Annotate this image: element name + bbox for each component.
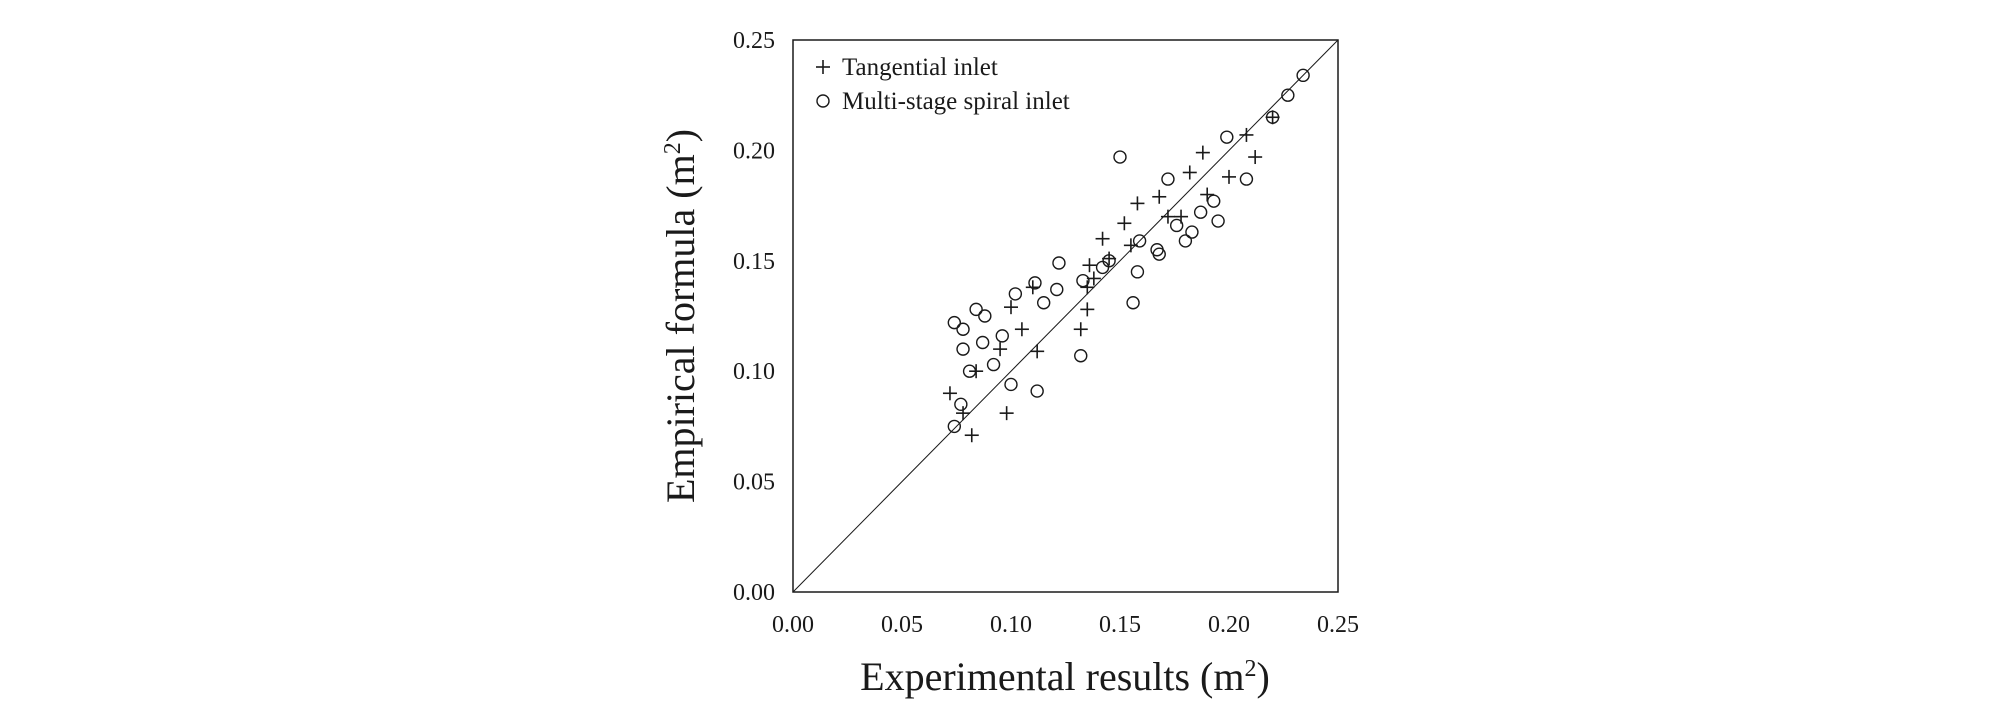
x-axis-title-end: )	[1257, 654, 1270, 699]
x-tick-label: 0.20	[1208, 612, 1250, 638]
data-point-circle	[1028, 276, 1042, 290]
data-point-circle	[1132, 234, 1147, 248]
y-tick-label: 0.15	[733, 249, 775, 275]
data-point-plus	[1082, 258, 1097, 273]
data-point-plus	[964, 428, 979, 443]
data-point-circle	[986, 357, 1001, 372]
data-point-circle	[1130, 265, 1145, 279]
data-point-circle	[1193, 205, 1208, 219]
data-point-plus	[1160, 209, 1175, 224]
data-point-circle	[1207, 194, 1221, 208]
data-point-circle	[1211, 214, 1225, 228]
data-point-circle	[1169, 218, 1184, 233]
data-point-plus	[1102, 251, 1117, 266]
y-axis-title: Empirical formula (m2)	[658, 129, 703, 503]
data-point-plus	[1004, 300, 1018, 315]
data-point-plus	[1095, 231, 1110, 246]
data-point-circle	[1030, 384, 1044, 398]
legend: Tangential inlet Multi-stage spiral inle…	[816, 54, 1070, 115]
data-point-circle	[1185, 225, 1199, 239]
data-point-circle	[1095, 260, 1110, 275]
data-point-circle	[1220, 130, 1234, 144]
data-point-circle	[1281, 88, 1295, 102]
y-tick-label: 0.10	[733, 359, 775, 385]
series-multi-stage-spiral-inlet	[947, 68, 1310, 434]
data-point-plus	[942, 386, 957, 401]
data-point-circle	[1102, 254, 1116, 268]
x-tick-label: 0.05	[881, 612, 923, 638]
reference-line-1-to-1	[792, 39, 1339, 593]
legend-label-tangential-inlet: Tangential inlet	[842, 54, 998, 81]
y-axis-title-sup: 2	[660, 142, 686, 154]
x-tick-label: 0.10	[990, 612, 1032, 638]
data-point-plus	[956, 406, 971, 421]
data-point-plus	[1200, 187, 1215, 202]
data-point-circle	[1050, 282, 1064, 297]
data-point-circle	[1113, 150, 1127, 164]
data-point-circle	[1239, 172, 1254, 186]
data-point-plus	[1265, 110, 1280, 125]
x-tick-label: 0.00	[772, 612, 814, 638]
plot-frame	[792, 39, 1339, 593]
data-point-circle	[1152, 247, 1166, 261]
data-point-plus	[1030, 344, 1045, 359]
data-point-circle	[1265, 110, 1280, 124]
data-point-circle	[975, 335, 990, 350]
data-point-plus	[993, 342, 1008, 357]
data-point-plus	[1025, 280, 1040, 295]
data-point-plus	[1195, 145, 1210, 160]
y-tick-label: 0.25	[733, 28, 775, 54]
data-point-circle	[1178, 234, 1193, 248]
data-point-circle	[1076, 273, 1090, 288]
data-point-plus	[1130, 196, 1145, 211]
x-axis-title-sup: 2	[1245, 656, 1257, 682]
data-point-circle	[1052, 256, 1066, 270]
data-point-circle	[1074, 349, 1088, 363]
data-point-plus	[1117, 216, 1132, 231]
x-tick-label: 0.25	[1317, 612, 1359, 638]
y-tick-labels: 0.00 0.05 0.10 0.15 0.20 0.25	[733, 28, 775, 606]
data-point-circle	[1008, 287, 1023, 301]
data-point-plus	[1073, 322, 1088, 337]
y-tick-label: 0.00	[733, 580, 775, 606]
y-axis-title-end: )	[658, 129, 703, 142]
data-point-circle	[956, 342, 970, 356]
legend-marker-plus	[816, 60, 830, 74]
y-tick-label: 0.20	[733, 138, 775, 164]
data-point-circle	[954, 397, 968, 412]
x-axis-title-text: Experimental results (m	[860, 654, 1244, 699]
data-point-circle	[962, 364, 977, 378]
data-point-plus	[1182, 165, 1197, 180]
data-point-plus	[1080, 302, 1095, 317]
x-tick-labels: 0.00 0.05 0.10 0.15 0.20 0.25	[772, 612, 1359, 638]
data-point-circle	[1161, 172, 1175, 186]
data-point-plus	[999, 406, 1014, 421]
data-point-circle	[947, 315, 962, 330]
data-point-circle	[1036, 296, 1051, 310]
data-point-circle	[1296, 68, 1310, 83]
y-tick-label: 0.05	[733, 470, 775, 496]
data-point-circle	[1004, 377, 1018, 392]
legend-marker-circle	[816, 94, 830, 108]
x-tick-label: 0.15	[1099, 612, 1141, 638]
data-point-circle	[947, 419, 962, 434]
data-point-circle	[1126, 296, 1140, 310]
y-axis-title-text: Empirical formula (m	[658, 154, 703, 503]
data-point-plus	[1152, 189, 1167, 204]
data-point-plus	[1222, 169, 1236, 184]
data-point-circle	[956, 322, 970, 336]
data-point-circle	[978, 309, 992, 323]
series-tangential-inlet	[942, 110, 1280, 443]
data-point-plus	[1014, 322, 1029, 337]
data-point-plus	[1239, 127, 1254, 142]
data-point-circle	[995, 329, 1009, 343]
x-axis-title: Experimental results (m2)	[860, 654, 1270, 699]
legend-label-multi-stage-spiral-inlet: Multi-stage spiral inlet	[842, 88, 1070, 115]
data-point-plus	[1248, 150, 1263, 165]
data-point-circle	[969, 302, 983, 317]
